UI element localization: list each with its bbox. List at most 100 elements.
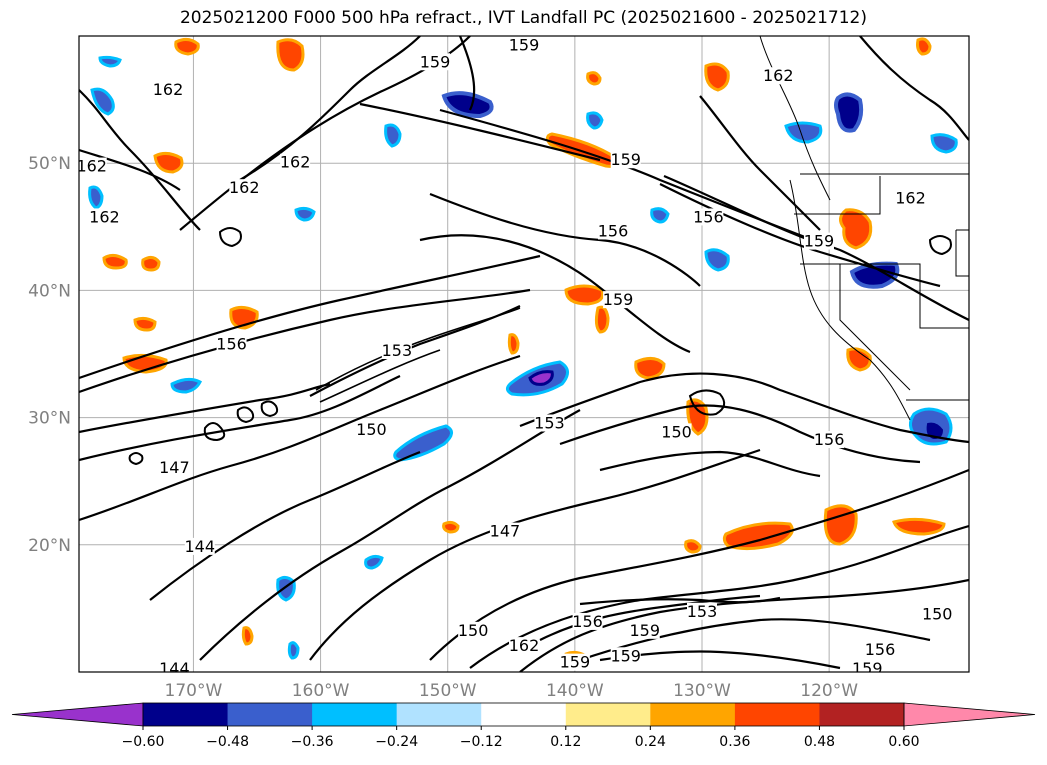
contour-label: 159 bbox=[610, 646, 641, 665]
contour-line bbox=[519, 372, 969, 444]
contour-label: 156 bbox=[693, 207, 724, 226]
contour-label-background bbox=[687, 602, 717, 620]
anomaly-negative-region bbox=[384, 123, 402, 148]
contour-label-background bbox=[603, 291, 634, 309]
contour-label-background bbox=[79, 157, 107, 175]
state-boundary bbox=[955, 229, 969, 277]
colorbar: −0.60 −0.48 −0.36 −0.24 −0.12 0.12 0.24 0.36 0.4… bbox=[11, 702, 1036, 750]
anomaly-positive-region bbox=[586, 71, 602, 86]
map-title: 2025021200 F000 500 hPa refract., IVT La… bbox=[179, 8, 867, 28]
contour-label-background bbox=[814, 431, 845, 449]
colorbar-tick-label: 0.24 bbox=[635, 734, 666, 750]
contour-label-background bbox=[629, 621, 660, 639]
anomaly-negative-region bbox=[784, 121, 823, 144]
colorbar-extend-min bbox=[11, 702, 144, 727]
contour-label-background bbox=[865, 640, 895, 658]
contour-label: 162 bbox=[280, 153, 311, 172]
colorbar-segment bbox=[650, 703, 736, 726]
anomaly-negative-region bbox=[586, 111, 604, 130]
contour-label: 162 bbox=[153, 80, 184, 99]
contour-label-background bbox=[458, 621, 489, 639]
contour-label: 156 bbox=[598, 221, 629, 240]
longitude-label: 130°W bbox=[673, 681, 731, 701]
colorbar-frame bbox=[142, 702, 905, 727]
state-boundary bbox=[839, 264, 911, 391]
contour-label-background bbox=[420, 53, 450, 71]
contour-label: 153 bbox=[687, 602, 718, 621]
contour-labels: 1621621621621621591591591621561561591621… bbox=[76, 36, 953, 678]
contour-label-background bbox=[159, 459, 190, 477]
anomaly-positive-region bbox=[892, 517, 946, 536]
contour-label-background bbox=[89, 208, 120, 226]
contour-label-background bbox=[803, 232, 834, 250]
anomaly-negative-region bbox=[704, 248, 730, 272]
contour-label-background bbox=[559, 653, 590, 671]
contour-label: 147 bbox=[159, 458, 190, 477]
longitude-label: 150°W bbox=[419, 681, 477, 701]
contour-line bbox=[699, 95, 821, 231]
contour-label-background bbox=[381, 342, 412, 359]
contour-label: 156 bbox=[865, 640, 896, 659]
contour-label-background bbox=[153, 81, 183, 99]
contour-label-background bbox=[280, 153, 311, 171]
contour-line bbox=[663, 174, 821, 246]
contour-line bbox=[688, 389, 726, 416]
anomaly-positive-region bbox=[442, 520, 460, 534]
contour-line bbox=[79, 382, 331, 434]
colorbar-tick-label: −0.24 bbox=[375, 734, 418, 750]
contour-label: 159 bbox=[420, 52, 451, 71]
contour-line bbox=[599, 450, 821, 478]
anomaly-negative-region bbox=[834, 92, 864, 133]
contour-label: 162 bbox=[89, 207, 120, 226]
contour-line bbox=[79, 354, 521, 522]
contour-line bbox=[429, 468, 969, 661]
anomaly-negative-region bbox=[294, 206, 316, 222]
colorbar-extend-max bbox=[903, 702, 1036, 727]
coastline bbox=[759, 36, 831, 201]
anomaly-negative-region bbox=[287, 641, 300, 660]
contour-label: 150 bbox=[922, 604, 953, 623]
colorbar-tick-label: −0.36 bbox=[291, 734, 334, 750]
colorbar-tick-label: 0.48 bbox=[804, 734, 835, 750]
colorbar-tick-label: 0.36 bbox=[719, 734, 750, 750]
anomaly-negative-region bbox=[441, 91, 494, 119]
contour-line bbox=[458, 36, 476, 111]
anomaly-positive-region bbox=[507, 333, 520, 355]
colorbar-segment bbox=[143, 703, 229, 726]
longitude-label: 170°W bbox=[165, 681, 223, 701]
anomaly-negative-region bbox=[930, 133, 958, 154]
longitude-label: 140°W bbox=[546, 681, 604, 701]
contour-label: 159 bbox=[603, 290, 634, 309]
map-frame bbox=[78, 35, 970, 673]
anomaly-positive-region bbox=[839, 208, 873, 250]
latitude-label: 20°N bbox=[28, 536, 71, 556]
contour-line bbox=[79, 375, 401, 462]
contour-label: 162 bbox=[76, 157, 107, 176]
contour-label: 150 bbox=[661, 422, 692, 441]
contour-line bbox=[319, 349, 441, 403]
contour-label-background bbox=[184, 537, 215, 555]
anomaly-positive-region bbox=[686, 398, 709, 436]
contour-line bbox=[79, 89, 201, 231]
anomaly-negative-region bbox=[650, 207, 670, 224]
colorbar-segment bbox=[565, 703, 651, 726]
contour-line bbox=[79, 288, 531, 394]
contour-label-background bbox=[661, 423, 692, 441]
anomaly-negative-region bbox=[170, 377, 203, 394]
contour-label: 159 bbox=[852, 659, 883, 678]
latitude-label: 40°N bbox=[28, 281, 71, 301]
contour-label-background bbox=[598, 222, 628, 240]
longitude-label: 120°W bbox=[800, 681, 858, 701]
colorbar-segment bbox=[227, 703, 313, 726]
longitude-labels: 170°W 160°W 150°W 140°W 130°W 120°W bbox=[165, 681, 859, 701]
anomaly-negative-region bbox=[88, 185, 104, 210]
contour-label-background bbox=[693, 208, 724, 226]
contour-line bbox=[236, 406, 255, 424]
contour-label-background bbox=[356, 420, 387, 438]
contour-label-background bbox=[610, 647, 641, 665]
contour-line bbox=[79, 148, 181, 191]
contour-line bbox=[439, 108, 969, 321]
contour-line bbox=[239, 36, 421, 181]
anomaly-negative-region bbox=[528, 370, 554, 386]
contour-label: 150 bbox=[356, 420, 387, 439]
